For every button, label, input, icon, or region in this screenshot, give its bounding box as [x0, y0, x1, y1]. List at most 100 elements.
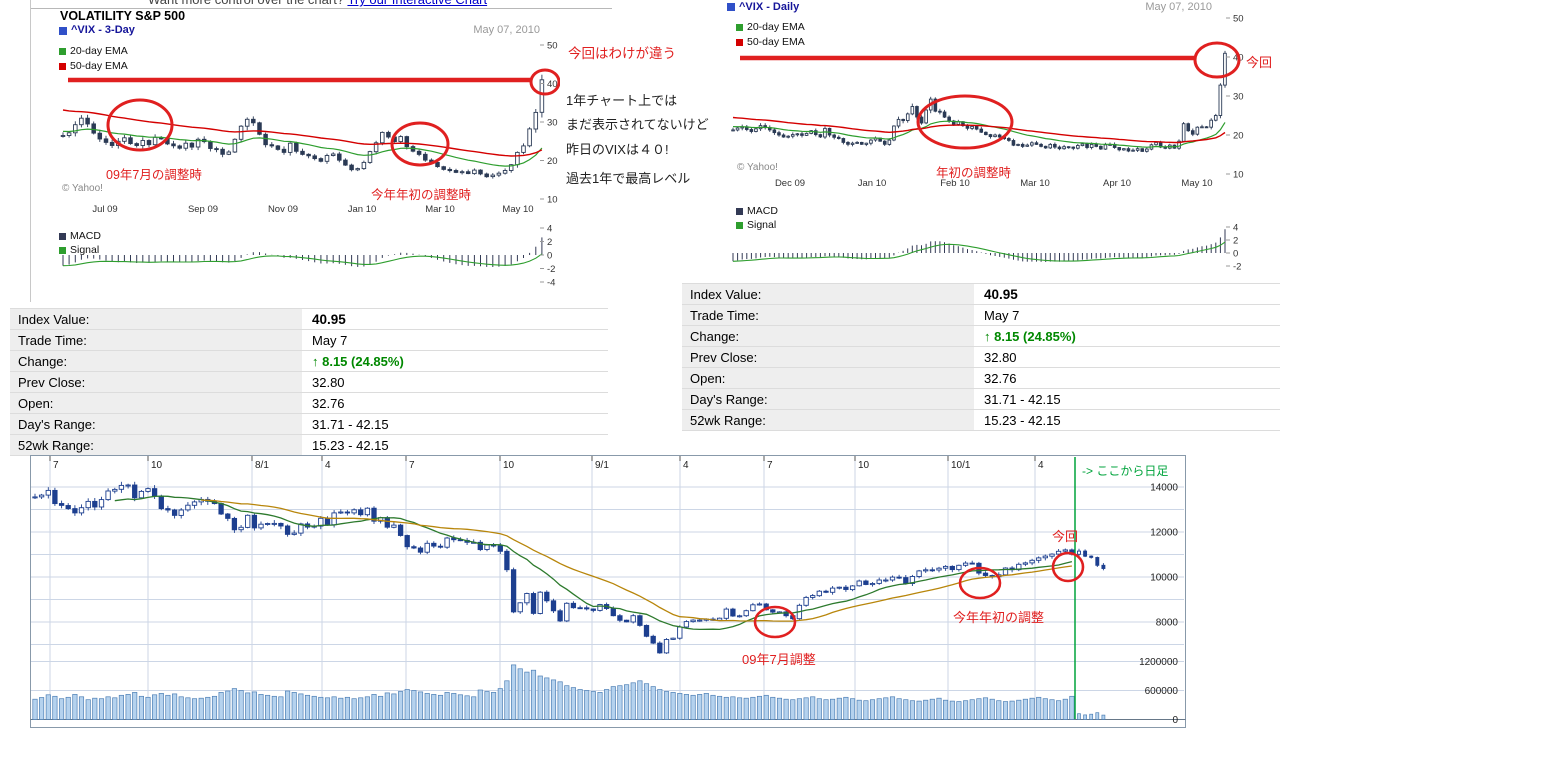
quote-row-label: Change:: [682, 326, 974, 346]
chart2-legend-signal: Signal: [736, 219, 776, 231]
vix-3day-macd-panel: 4 2 0 -2 -4: [62, 224, 555, 289]
quote-row-value: 40.95: [312, 311, 346, 327]
chart1-legend-signal: Signal: [59, 244, 99, 256]
quote-row-label: Open:: [682, 368, 974, 388]
quote-row-value: 32.76: [312, 395, 345, 411]
quote-row-value: 40.95: [984, 286, 1018, 302]
dow-note-daily-from-here: -> ここから日足: [1082, 464, 1169, 478]
dow-note-jan10: 今年年初の調整: [953, 610, 1045, 625]
green-swatch-icon: [736, 23, 743, 31]
tick-label: May 10: [502, 204, 533, 215]
tick-label: 10: [503, 460, 515, 471]
tick-label: Nov 09: [268, 204, 298, 215]
quote-row-value: 31.71 - 42.15: [312, 416, 389, 432]
tick-label: 9/1: [595, 460, 609, 471]
tick-label: 8/1: [255, 460, 269, 471]
tick-label: 7: [767, 460, 773, 471]
vix-3day-chart: 50 40 30 20 10 Jul 09 Sep 09 Nov 09 Jan 10 Mar 10…: [60, 41, 560, 215]
tick-label: 14000: [1150, 483, 1178, 494]
chart2-note-now: 今回: [1246, 55, 1273, 70]
chart2-legend-ema50: 50-day EMA: [736, 36, 805, 48]
chart1-symbol: ^VIX - 3-Day: [71, 24, 135, 36]
tick-label: -4: [547, 278, 555, 289]
tick-label: 4: [1038, 460, 1044, 471]
signal-swatch-icon: [59, 246, 66, 254]
tick-label: Sep 09: [188, 204, 218, 215]
chart1-title: VOLATILITY S&P 500: [60, 9, 186, 23]
tick-label: Mar 10: [1020, 178, 1050, 189]
chart2-series-swatch: [727, 3, 735, 11]
note-line: 昨日のVIXは４０!: [566, 142, 669, 157]
macd-swatch-icon: [59, 232, 66, 240]
tick-label: 12000: [1150, 528, 1178, 539]
tick-label: 4: [325, 460, 331, 471]
note-line: 1年チャート上では: [566, 93, 678, 108]
quote-row-value: 15.23 - 42.15: [312, 437, 389, 453]
tick-label: 4: [683, 460, 689, 471]
quote-row-label: Trade Time:: [10, 330, 302, 350]
quote-row: Index Value: 40.95: [682, 284, 1280, 305]
vix-daily-macd-panel: 4 2 0 -2: [732, 223, 1241, 273]
red-swatch-icon: [736, 38, 743, 46]
quote-row-value: 32.80: [984, 349, 1017, 365]
chart2-date: May 07, 2010: [1145, 1, 1212, 13]
quote-row: Index Value: 40.95: [10, 309, 608, 330]
tick-label: 7: [409, 460, 415, 471]
chart1-legend-macd: MACD: [59, 230, 101, 242]
quote-row: Prev Close: 32.80: [10, 372, 608, 393]
chart2-symbol: ^VIX - Daily: [739, 1, 800, 13]
chart1-legend-ema20: 20-day EMA: [59, 45, 128, 57]
quote-row-label: Prev Close:: [10, 372, 302, 392]
quote-row-value: ↑ 8.15 (24.85%): [984, 328, 1076, 344]
interactive-chart-link[interactable]: Try our Interactive Chart: [347, 0, 487, 7]
quote-row-label: Prev Close:: [682, 347, 974, 367]
quote-row-label: Day's Range:: [682, 389, 974, 409]
tick-label: Mar 10: [425, 204, 455, 215]
quote-row-value: 31.71 - 42.15: [984, 391, 1061, 407]
quote-row: Day's Range: 31.71 - 42.15: [10, 414, 608, 435]
notes-column: 今回はわけが違う 1年チャート上では まだ表示されてないけど 昨日のVIXは４０! 過…: [566, 42, 746, 202]
tick-label: -2: [547, 264, 555, 275]
chart2-legend-ema20: 20-day EMA: [736, 21, 805, 33]
chart1-series-swatch: [59, 27, 67, 35]
quote-row-value: 32.76: [984, 370, 1017, 386]
legend-label: 20-day EMA: [70, 45, 128, 57]
quote-row: Change: ↑ 8.15 (24.85%): [682, 326, 1280, 347]
quote-row: Open: 32.76: [10, 393, 608, 414]
legend-label: 50-day EMA: [70, 60, 128, 72]
dow-note-jul09: 09年7月調整: [742, 652, 816, 667]
tick-label: May 10: [1181, 178, 1212, 189]
quote-row: Trade Time: May 7: [682, 305, 1280, 326]
note-headline: 今回はわけが違う: [568, 46, 676, 61]
quote-table-left: Index Value: 40.95 Trade Time: May 7 Change:…: [10, 308, 608, 456]
tick-label: 2: [1233, 236, 1238, 247]
tick-label: 1200000: [1139, 657, 1178, 668]
tick-label: -2: [1233, 262, 1241, 273]
legend-label: Signal: [70, 244, 100, 256]
tick-label: 7: [53, 460, 59, 471]
quote-row: 52wk Range: 15.23 - 42.15: [10, 435, 608, 456]
chart1-note-jan10: 今年年初の調整時: [371, 188, 472, 202]
banner-text-wrap: Want more control over the chart? Try ou…: [148, 0, 487, 7]
legend-label: 20-day EMA: [747, 21, 805, 33]
legend-label: 50-day EMA: [747, 36, 805, 48]
quote-row: Open: 32.76: [682, 368, 1280, 389]
chart1-date: May 07, 2010: [473, 24, 540, 36]
tick-label: 8000: [1156, 618, 1179, 629]
quote-row-label: Index Value:: [682, 284, 974, 304]
legend-label: MACD: [747, 205, 778, 217]
chart2-copyright: © Yahoo!: [737, 162, 778, 173]
tick-label: 40: [547, 79, 558, 90]
quote-row-label: Open:: [10, 393, 302, 413]
quote-table-right: Index Value: 40.95 Trade Time: May 7 Change:…: [682, 283, 1280, 431]
quote-row: Day's Range: 31.71 - 42.15: [682, 389, 1280, 410]
tick-label: 600000: [1145, 686, 1179, 697]
tick-label: Feb 10: [940, 178, 970, 189]
chart2-legend-macd: MACD: [736, 205, 778, 217]
tick-label: 10/1: [951, 460, 971, 471]
quote-row-value: May 7: [312, 332, 348, 348]
green-swatch-icon: [59, 47, 66, 55]
tick-label: Jul 09: [92, 204, 117, 215]
tick-label: Jan 10: [348, 204, 377, 215]
